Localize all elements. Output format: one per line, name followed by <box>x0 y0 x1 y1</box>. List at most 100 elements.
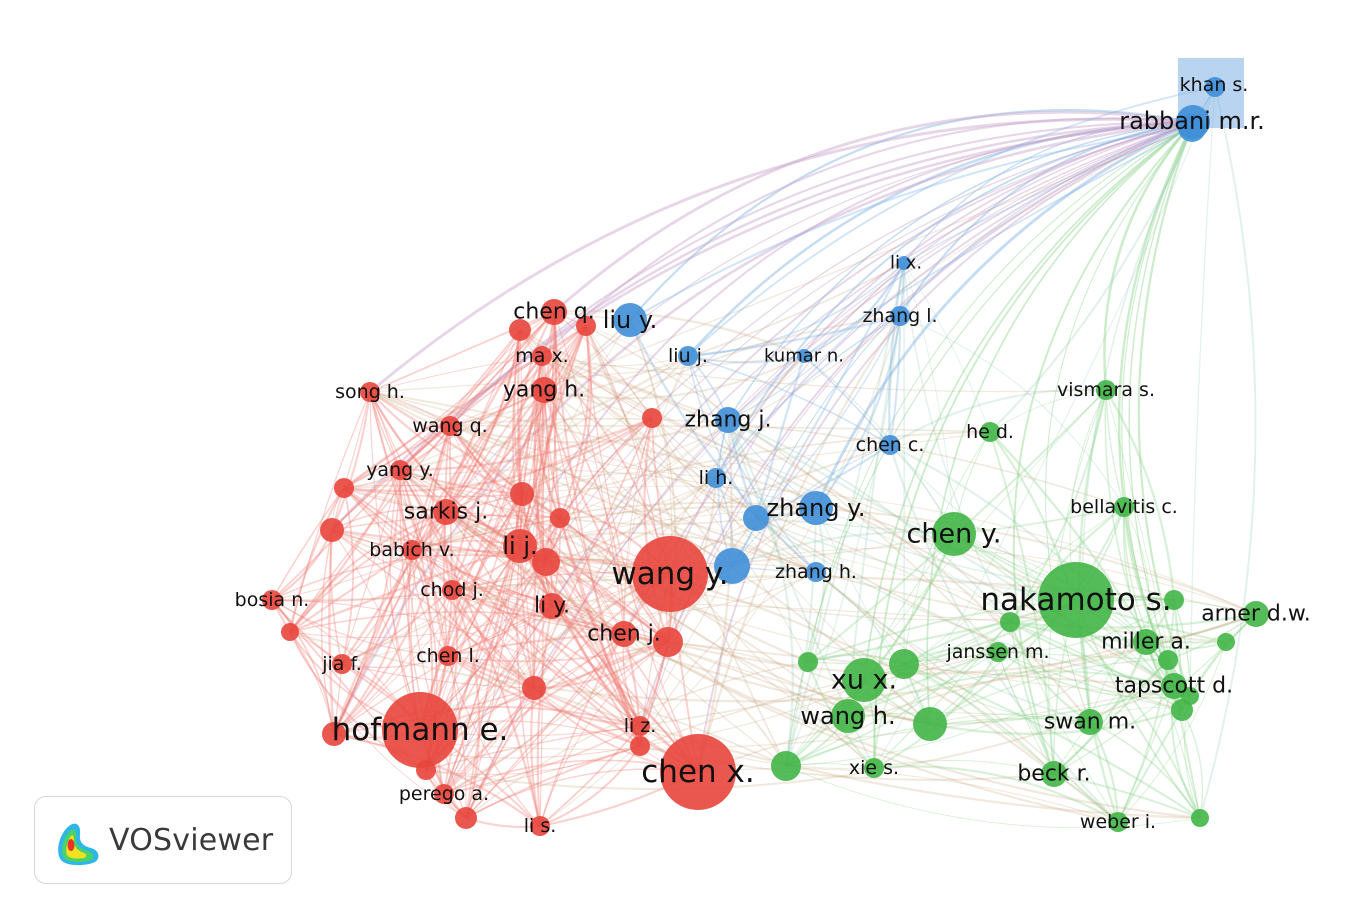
author-node-janssen-m[interactable] <box>988 642 1008 662</box>
author-node[interactable] <box>889 649 919 679</box>
author-node-zhang-l[interactable] <box>890 306 910 326</box>
network-link <box>331 425 451 531</box>
author-node-yang-h[interactable] <box>531 377 557 403</box>
author-node-wang-h[interactable] <box>831 699 865 733</box>
author-node-khan-s[interactable] <box>1205 77 1225 97</box>
author-node[interactable] <box>714 548 750 584</box>
author-node-chen-c[interactable] <box>880 435 900 455</box>
author-node[interactable] <box>771 751 801 781</box>
author-node-arner-dw[interactable] <box>1243 601 1269 627</box>
network-link <box>873 621 1011 769</box>
network-link <box>542 389 669 643</box>
author-node-zhang-y[interactable] <box>799 491 833 525</box>
author-node-song-h[interactable] <box>360 382 380 402</box>
author-node[interactable] <box>576 316 596 336</box>
author-node-chod-j[interactable] <box>442 580 462 600</box>
author-node-chen-q[interactable] <box>541 299 567 325</box>
author-node-li-j[interactable] <box>503 529 537 563</box>
author-node-miller-a[interactable] <box>1133 629 1159 655</box>
network-link <box>803 355 891 446</box>
author-label: khan s. <box>1180 74 1249 96</box>
author-node[interactable] <box>913 707 947 741</box>
author-node[interactable] <box>1217 633 1235 651</box>
author-node-xie-s[interactable] <box>864 758 884 778</box>
author-node-weber-i[interactable] <box>1108 812 1128 832</box>
author-node-xu-x[interactable] <box>842 658 886 702</box>
author-node-li-y[interactable] <box>539 593 565 619</box>
author-node-li-z[interactable] <box>630 716 650 736</box>
author-label: xie s. <box>849 757 899 779</box>
author-node-sarkis-j[interactable] <box>433 499 459 525</box>
author-node[interactable] <box>798 652 818 672</box>
network-link <box>411 549 535 689</box>
author-node-hofmann-e[interactable] <box>382 692 458 768</box>
author-node[interactable] <box>1164 590 1184 610</box>
author-node[interactable] <box>455 807 477 829</box>
author-node[interactable] <box>532 548 560 576</box>
network-link <box>517 311 556 495</box>
network-link <box>697 641 1147 773</box>
network-link <box>888 262 906 446</box>
author-node-rabbani-mr[interactable] <box>1176 105 1210 139</box>
author-node-kumar-n[interactable] <box>797 349 811 363</box>
author-node-li-x[interactable] <box>897 256 911 270</box>
author-node[interactable] <box>1191 809 1209 827</box>
author-node-zhang-h[interactable] <box>806 562 826 582</box>
network-link <box>399 469 467 819</box>
author-node-zhang-j[interactable] <box>715 407 741 433</box>
author-node-babich-v[interactable] <box>402 540 422 560</box>
author-node-li-s[interactable] <box>530 816 550 836</box>
author-node[interactable] <box>743 505 769 531</box>
network-link <box>519 325 587 547</box>
author-node-chen-j[interactable] <box>611 621 637 647</box>
author-node-nakamoto-s[interactable] <box>1038 562 1114 638</box>
author-node-jia-f[interactable] <box>332 654 352 674</box>
author-node[interactable] <box>653 627 683 657</box>
author-node-chen-y[interactable] <box>932 512 976 556</box>
author-node-liu-j[interactable] <box>678 346 698 366</box>
network-link <box>343 487 875 769</box>
author-node-li-h[interactable] <box>706 468 726 488</box>
author-node[interactable] <box>522 676 546 700</box>
author-node[interactable] <box>630 736 650 756</box>
author-node[interactable] <box>1000 612 1020 632</box>
network-link <box>785 621 1011 767</box>
author-node[interactable] <box>322 722 346 746</box>
network-link <box>873 121 1194 769</box>
author-node-ma-x[interactable] <box>532 346 552 366</box>
author-node-wang-y[interactable] <box>632 536 708 612</box>
author-node-tapscott-d[interactable] <box>1161 673 1187 699</box>
network-link <box>449 425 717 479</box>
author-node[interactable] <box>334 478 354 498</box>
author-node-chen-l[interactable] <box>438 646 458 666</box>
author-node-swan-m[interactable] <box>1077 709 1103 735</box>
network-link <box>551 121 1194 607</box>
network-link <box>1105 389 1201 819</box>
author-label: li h. <box>699 467 734 489</box>
author-label: rabbani m.r. <box>1119 107 1265 135</box>
author-node-beck-r[interactable] <box>1041 761 1067 787</box>
network-link <box>519 389 545 547</box>
author-node-wang-q[interactable] <box>440 416 460 436</box>
author-node-yang-y[interactable] <box>390 460 410 480</box>
author-node-bosia-n[interactable] <box>262 590 282 610</box>
network-link <box>731 444 891 567</box>
author-node[interactable] <box>281 623 299 641</box>
network-link <box>785 765 1201 829</box>
network-link <box>888 444 1119 823</box>
network-link <box>289 612 1257 703</box>
author-label: zhang y. <box>767 494 866 522</box>
author-node-perego-a[interactable] <box>434 784 454 804</box>
author-node-vismara-s[interactable] <box>1096 380 1116 400</box>
author-node-liu-y[interactable] <box>613 303 647 337</box>
author-node-he-d[interactable] <box>980 422 1000 442</box>
author-node[interactable] <box>550 508 570 528</box>
author-node[interactable] <box>1158 650 1178 670</box>
author-node[interactable] <box>509 319 531 341</box>
network-link <box>343 487 453 591</box>
author-node[interactable] <box>320 518 344 542</box>
author-node-chen-x[interactable] <box>660 734 736 810</box>
author-node-bellavitis-c[interactable] <box>1114 497 1134 517</box>
author-node[interactable] <box>510 482 534 506</box>
author-node[interactable] <box>642 408 662 428</box>
